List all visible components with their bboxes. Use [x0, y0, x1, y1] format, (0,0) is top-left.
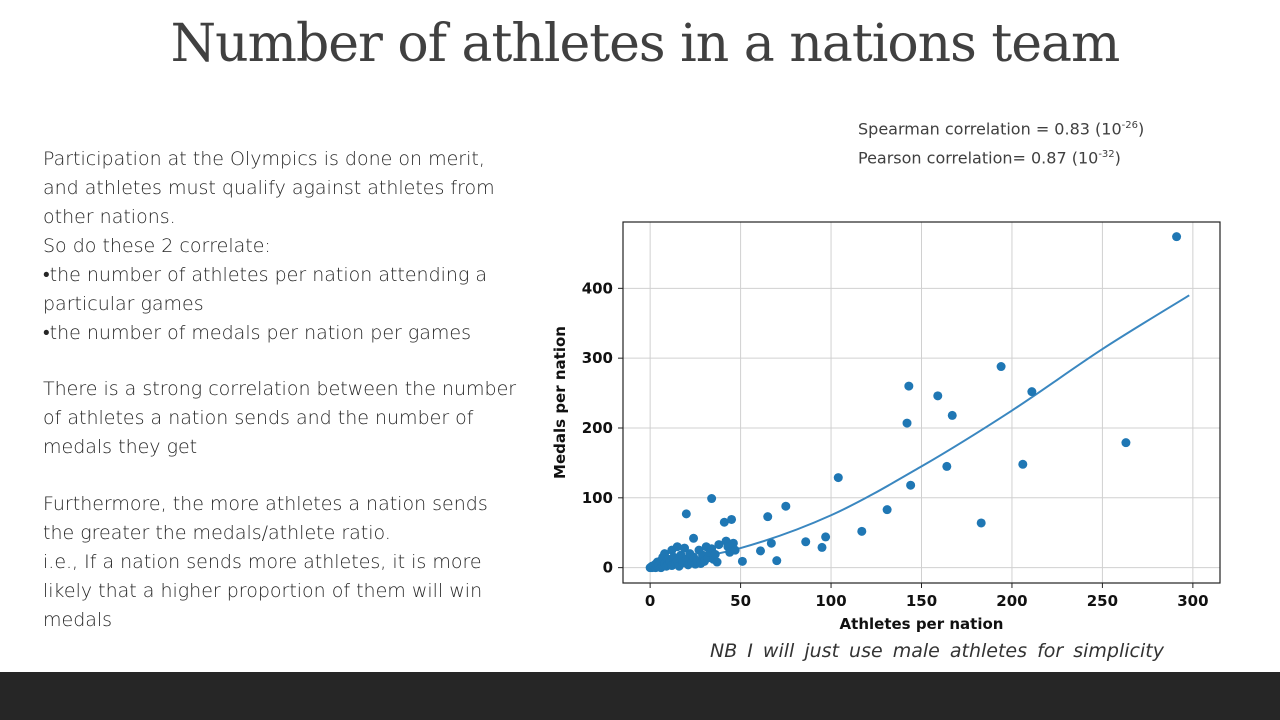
- text-line: Furthermore, the more athletes a nation …: [43, 493, 488, 515]
- pearson-line: Pearson correlation= 0.87 (10-32): [858, 142, 1144, 171]
- y-tick-label: 200: [582, 419, 613, 437]
- x-tick-label: 200: [996, 592, 1027, 610]
- scatter-chart: 0 100 200 300 400 0 50 100 150 200 250 300 Athlete…: [551, 221, 1221, 633]
- text-line: There is a strong correlation between th…: [43, 378, 517, 400]
- ratio-paragraph: Furthermore, the more athletes a nation …: [43, 490, 543, 635]
- plot-frame: [622, 221, 1221, 584]
- pearson-close: ): [1114, 148, 1121, 168]
- text-line: other nations.: [43, 206, 176, 228]
- x-axis-label: Athletes per nation: [840, 615, 1004, 633]
- data-point: [801, 537, 811, 547]
- text-line: and athletes must qualify against athlet…: [43, 177, 495, 199]
- data-point: [833, 473, 843, 483]
- data-point: [904, 381, 914, 391]
- data-point: [707, 494, 717, 504]
- data-point: [933, 391, 943, 401]
- spearman-text: Spearman correlation = 0.83 (10: [858, 119, 1122, 139]
- text-line: particular games: [43, 293, 204, 315]
- data-point: [1172, 232, 1182, 242]
- y-tick-label: 400: [582, 279, 613, 297]
- data-point: [996, 362, 1006, 372]
- y-tick-label: 300: [582, 349, 613, 367]
- x-tick-label: 0: [645, 592, 655, 610]
- data-point: [781, 501, 791, 511]
- data-points: [645, 232, 1182, 573]
- text-line: likely that a higher proportion of them …: [43, 580, 483, 602]
- text-line: i.e., If a nation sends more athletes, i…: [43, 551, 482, 573]
- data-point: [730, 545, 740, 555]
- data-point: [976, 518, 986, 528]
- x-tick-label: 300: [1177, 592, 1208, 610]
- data-point: [763, 512, 773, 522]
- data-point: [728, 538, 738, 548]
- x-tick-label: 100: [815, 592, 846, 610]
- chart-grid: [623, 222, 1220, 583]
- y-tick-label: 0: [603, 559, 613, 577]
- pearson-exponent: -32: [1098, 149, 1115, 161]
- footnote: NB I will just use male athletes for sim…: [710, 640, 1164, 662]
- y-axis-ticks: 0 100 200 300 400: [582, 279, 623, 577]
- data-point: [817, 542, 827, 552]
- data-point: [882, 505, 892, 515]
- data-point: [727, 514, 737, 524]
- text-line: medals: [43, 609, 113, 631]
- y-tick-label: 100: [582, 489, 613, 507]
- data-point: [680, 543, 690, 553]
- text-line: of athletes a nation sends and the numbe…: [43, 407, 474, 429]
- correlation-paragraph: There is a strong correlation between th…: [43, 375, 543, 462]
- data-point: [1018, 459, 1028, 469]
- text-line: •the number of athletes per nation atten…: [43, 264, 488, 286]
- slide-title: Number of athletes in a nations team: [170, 14, 1121, 74]
- data-point: [672, 542, 682, 552]
- data-point: [719, 517, 729, 527]
- data-point: [766, 538, 776, 548]
- data-point: [906, 480, 916, 490]
- x-tick-label: 250: [1087, 592, 1118, 610]
- text-line: So do these 2 correlate:: [43, 235, 271, 257]
- y-axis-label: Medals per nation: [551, 326, 569, 479]
- correlation-stats: Spearman correlation = 0.83 (10-26) Pear…: [858, 113, 1144, 172]
- data-point: [710, 549, 720, 559]
- text-line: medals they get: [43, 436, 198, 458]
- x-tick-label: 150: [906, 592, 937, 610]
- fit-curve: [649, 294, 1190, 568]
- intro-paragraph: Participation at the Olympics is done on…: [43, 145, 543, 348]
- data-point: [681, 509, 691, 519]
- text-line: •the number of medals per nation per gam…: [43, 322, 472, 344]
- data-point: [737, 556, 747, 566]
- data-point: [942, 461, 952, 471]
- pearson-text: Pearson correlation= 0.87 (10: [858, 148, 1099, 168]
- data-point: [1027, 387, 1037, 397]
- data-point: [947, 410, 957, 420]
- footer-bar: [0, 672, 1280, 720]
- data-point: [772, 556, 782, 566]
- x-tick-label: 50: [730, 592, 751, 610]
- text-line: Participation at the Olympics is done on…: [43, 148, 485, 170]
- data-point: [821, 532, 831, 542]
- data-point: [857, 526, 867, 536]
- spearman-line: Spearman correlation = 0.83 (10-26): [858, 113, 1144, 142]
- data-point: [689, 533, 699, 543]
- data-point: [902, 418, 912, 428]
- spearman-exponent: -26: [1121, 120, 1138, 131]
- data-point: [714, 540, 724, 550]
- data-point: [1121, 438, 1131, 448]
- text-line: the greater the medals/athlete ratio.: [43, 522, 391, 544]
- data-point: [755, 546, 765, 556]
- x-axis-ticks: 0 50 100 150 200 250 300: [645, 583, 1209, 610]
- data-point: [712, 557, 722, 567]
- spearman-close: ): [1137, 119, 1145, 139]
